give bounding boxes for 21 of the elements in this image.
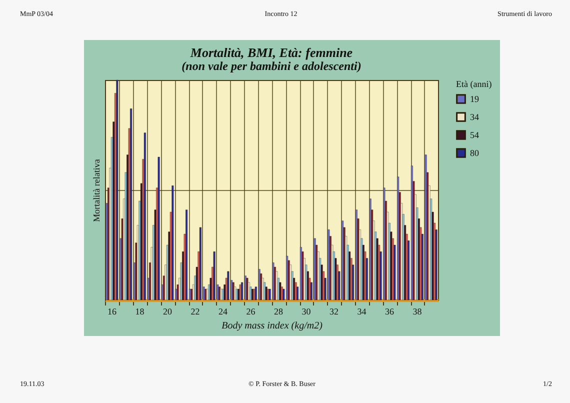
x-tick-label: 26 [246,306,256,316]
chart-subtitle: (non vale per bambini e adolescenti) [182,58,362,73]
x-axis-title: Body mass index (kg/m2) [222,320,324,332]
x-tick-label: 22 [190,306,200,316]
x-tick-label: 24 [218,306,228,316]
x-tick-label: 38 [412,306,422,316]
legend-label: 34 [470,112,480,122]
x-tick-label: 36 [384,306,394,316]
x-tick-label: 18 [135,306,145,316]
legend-label: 80 [470,148,480,158]
legend-label: 19 [470,94,480,104]
x-tick-label: 32 [329,306,338,316]
y-axis-title: Mortalità relativa [92,159,102,222]
x-tick-label: 34 [357,306,367,316]
legend-label: 54 [470,130,480,140]
x-tick-label: 16 [107,306,117,316]
x-tick-label: 28 [274,306,284,316]
x-tick-label: 30 [302,306,312,316]
legend-title: Età (anni) [456,79,492,89]
chart-title: Mortalità, BMI, Età: femmine [189,44,353,60]
x-tick-label: 20 [162,306,172,316]
